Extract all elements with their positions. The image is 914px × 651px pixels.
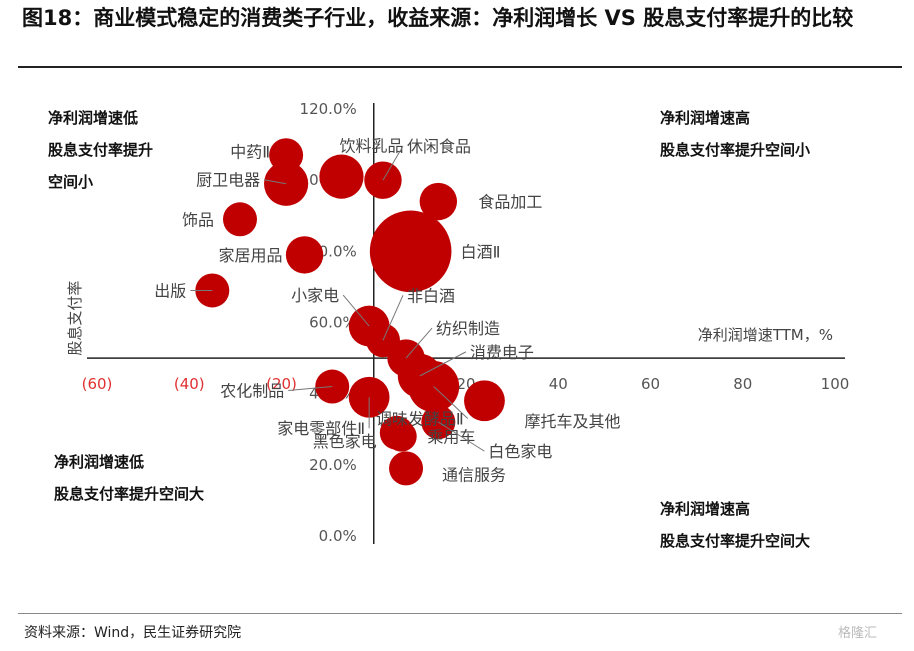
quadrant-label-bottom-left: 净利润增速低 股息支付率提升空间大 (54, 446, 204, 510)
leader-line (405, 327, 433, 359)
quadrant-text: 净利润增速高 (660, 500, 751, 518)
bubble-label: 饰品 (182, 210, 214, 229)
quadrant-text: 空间小 (48, 173, 94, 191)
bubble-通信服务 (389, 451, 424, 486)
bubble-label: 调味发酵品Ⅱ (376, 410, 464, 429)
bubble-label: 饮料乳品 (339, 137, 403, 156)
bubble-label: 家居用品 (219, 246, 283, 265)
bubble-摩托车及其他 (464, 380, 505, 422)
quadrant-text: 股息支付率提升空间大 (660, 532, 811, 550)
y-tick-label: 20.0% (309, 456, 357, 474)
quadrant-label-top-right: 净利润增速高 股息支付率提升空间小 (660, 102, 810, 166)
quadrant-text: 股息支付率提升 (48, 141, 154, 159)
x-tick-label: (60) (82, 375, 113, 393)
title-divider (18, 66, 902, 68)
footer-divider (18, 613, 902, 614)
x-tick-label: 80 (733, 375, 752, 393)
leader-line (419, 351, 467, 377)
bubble-label: 中药Ⅱ (230, 142, 270, 161)
chart-title: 图18：商业模式稳定的消费类子行业，收益来源：净利润增长 VS 股息支付率提升的… (22, 6, 854, 30)
leader-line (264, 179, 287, 185)
quadrant-text: 股息支付率提升空间小 (660, 141, 811, 159)
bubble-家居用品 (285, 236, 324, 274)
source-note: 资料来源：Wind，民生证券研究院 (24, 625, 242, 641)
bubble-label: 小家电 (291, 286, 339, 305)
x-tick-label: (20) (266, 375, 297, 393)
bubble-label: 家电零部件Ⅱ (277, 419, 365, 438)
bubble-label: 白色家电 (488, 442, 552, 461)
leader-line (288, 386, 333, 392)
bubble-白酒Ⅱ (369, 210, 452, 293)
bubble-乘用车 (386, 421, 417, 452)
bubble-饰品 (222, 202, 257, 237)
quadrant-label-bottom-right: 净利润增速高 股息支付率提升空间大 (660, 493, 810, 557)
leader-line (438, 421, 485, 452)
bubble-食品加工 (419, 182, 458, 221)
leader-line (433, 386, 469, 419)
bubble-label: 通信服务 (442, 465, 506, 484)
quadrant-text: 净利润增速低 (48, 109, 139, 127)
bubble-label: 消费电子 (470, 343, 534, 362)
x-tick-label: 100 (821, 375, 850, 393)
watermark-logo: 格隆汇 (838, 626, 878, 641)
x-tick-label: (40) (174, 375, 205, 393)
bubble-label: 黑色家电 (313, 432, 377, 451)
bubble-label: 纺织制造 (436, 319, 500, 338)
quadrant-text: 股息支付率提升空间大 (54, 485, 205, 503)
leader-line (382, 145, 404, 181)
quadrant-label-top-left: 净利润增速低 股息支付率提升 空间小 (48, 102, 153, 198)
y-axis-title: 股息支付率 (66, 281, 84, 356)
quadrant-text: 净利润增速高 (660, 109, 751, 127)
leader-line (382, 295, 404, 341)
bubble-label: 农化制品 (220, 382, 284, 401)
x-tick-label: 40 (549, 375, 568, 393)
bubble-label: 休闲食品 (407, 137, 471, 156)
bubble-chart: (60)(40)(20)0204060801000.0%20.0%40.0%60… (66, 100, 850, 545)
bubble-饮料乳品 (319, 154, 364, 199)
y-tick-label: 0.0% (319, 527, 357, 545)
x-tick-label: 60 (641, 375, 660, 393)
bubble-休闲食品 (364, 161, 402, 199)
bubble-label: 食品加工 (478, 193, 542, 212)
y-tick-label: 120.0% (300, 100, 357, 118)
x-axis-title: 净利润增速TTM，% (698, 326, 833, 344)
bubble-label: 出版 (154, 281, 186, 300)
quadrant-text: 净利润增速低 (54, 453, 145, 471)
leader-line (342, 294, 370, 327)
bubble-label: 非白酒 (407, 286, 455, 305)
bubble-label: 摩托车及其他 (524, 412, 620, 431)
bubble-label: 厨卫电器 (196, 171, 260, 190)
bubble-label: 乘用车 (427, 427, 475, 446)
bubble-label: 白酒Ⅱ (461, 242, 501, 261)
y-tick-label: 60.0% (309, 314, 357, 332)
